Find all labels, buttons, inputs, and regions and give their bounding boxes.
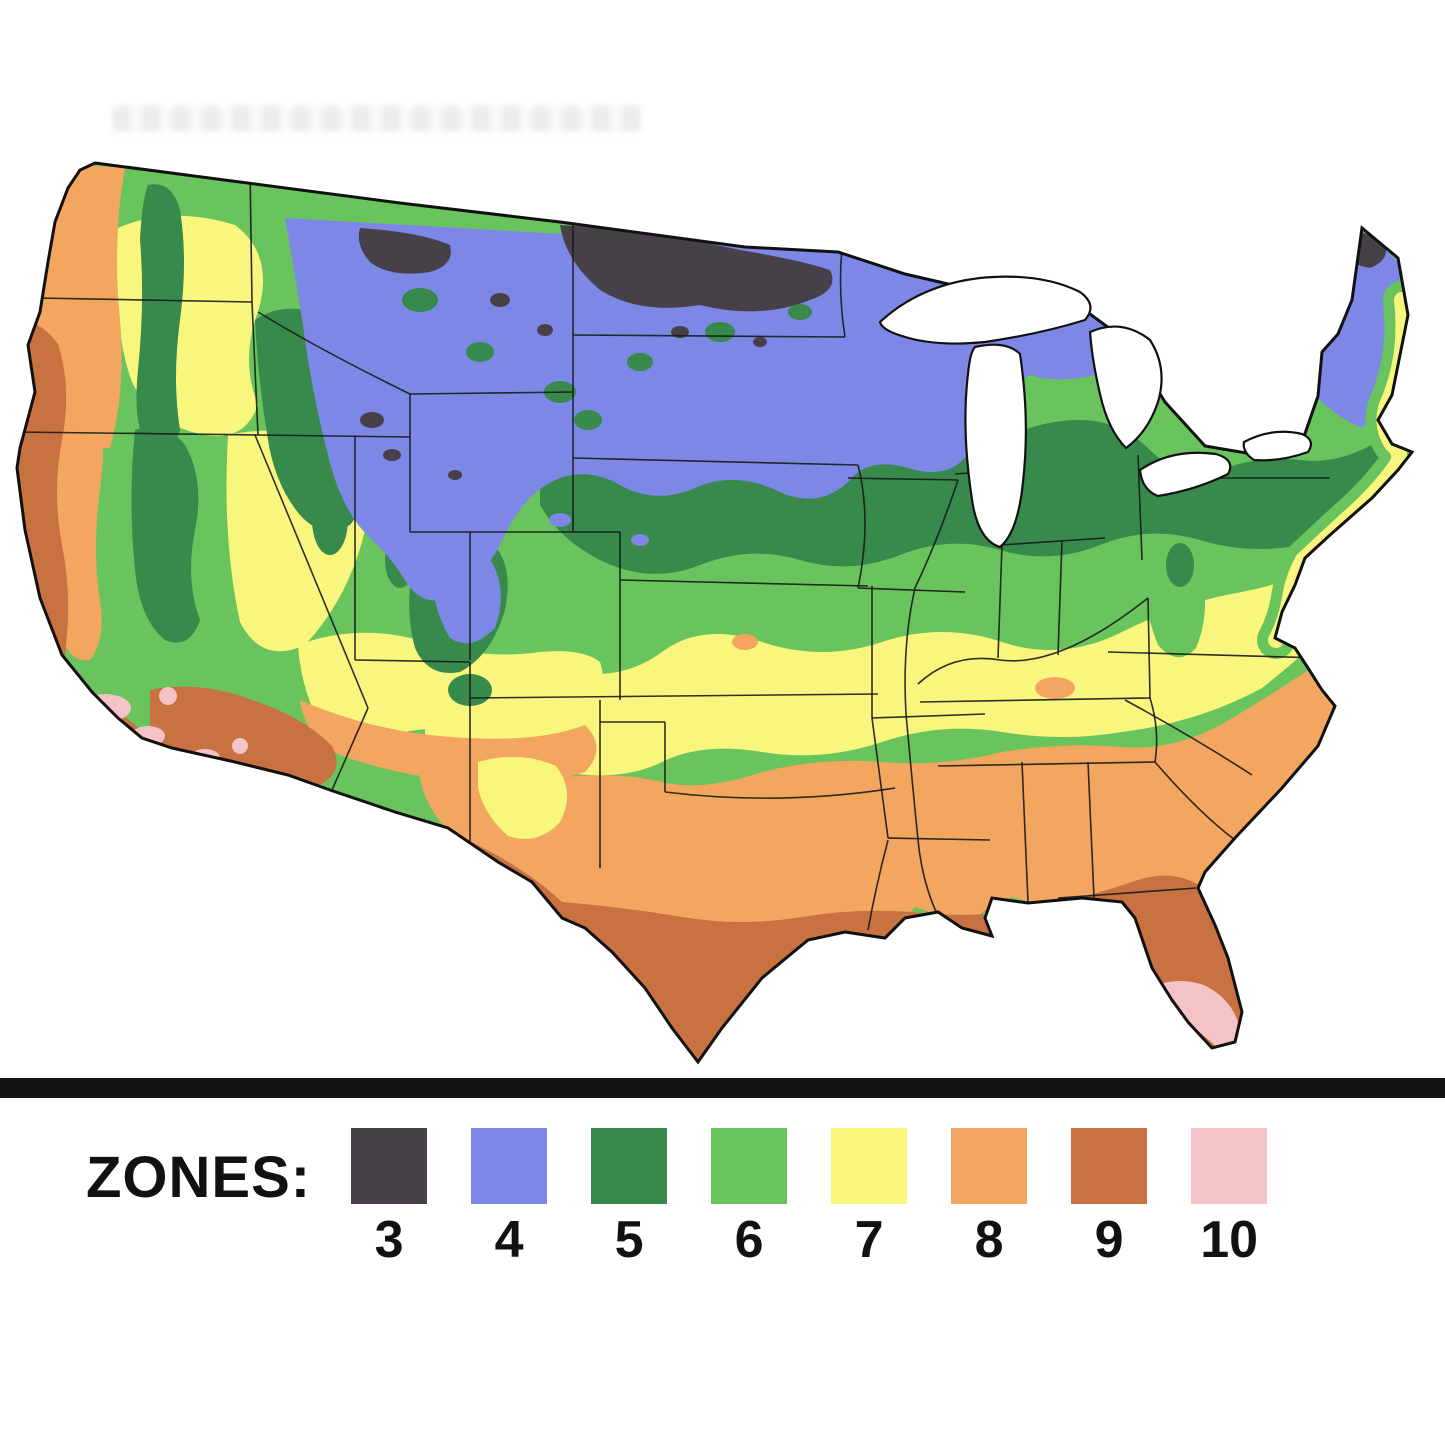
legend-zone-number-9: 9 xyxy=(1094,1211,1124,1269)
us-hardiness-map xyxy=(15,161,1415,1065)
great-lakes xyxy=(878,275,1312,549)
divider-bar xyxy=(0,1078,1445,1098)
lake-huron xyxy=(1088,325,1163,450)
legend: ZONES: 3 4 5 6 7 8 9 10 xyxy=(0,1128,1445,1266)
legend-zone-number-7: 7 xyxy=(854,1211,884,1269)
legend-swatch-zone-6 xyxy=(711,1128,788,1204)
state-borders xyxy=(17,167,1330,931)
legend-swatch-zone-4 xyxy=(471,1128,548,1204)
legend-zone-number-10: 10 xyxy=(1200,1211,1259,1269)
legend-items: 3 4 5 6 7 8 9 10 xyxy=(351,1128,1268,1269)
legend-zone-number-6: 6 xyxy=(734,1211,764,1269)
us-outline xyxy=(15,161,1415,1065)
lake-superior xyxy=(878,275,1092,345)
legend-item-zone-4: 4 xyxy=(471,1128,548,1269)
legend-item-zone-9: 9 xyxy=(1071,1128,1148,1269)
legend-item-zone-8: 8 xyxy=(951,1128,1028,1269)
legend-item-zone-5: 5 xyxy=(591,1128,668,1269)
legend-swatch-zone-10 xyxy=(1191,1128,1268,1204)
legend-swatch-zone-3 xyxy=(351,1128,428,1204)
legend-zone-number-8: 8 xyxy=(974,1211,1004,1269)
zone-5-speckles xyxy=(402,288,812,430)
legend-item-zone-6: 6 xyxy=(711,1128,788,1269)
legend-item-zone-7: 7 xyxy=(831,1128,908,1269)
legend-title: ZONES: xyxy=(86,1145,312,1210)
lake-erie xyxy=(1138,451,1232,498)
legend-item-zone-10: 10 xyxy=(1191,1128,1268,1269)
legend-swatch-zone-5 xyxy=(591,1128,668,1204)
west-texas-yellow-patch xyxy=(478,756,568,839)
lake-michigan xyxy=(964,343,1027,549)
legend-zone-number-4: 4 xyxy=(494,1211,524,1269)
legend-zone-number-5: 5 xyxy=(614,1211,644,1269)
faded-watermark xyxy=(112,106,642,132)
legend-zone-number-3: 3 xyxy=(374,1211,404,1269)
lake-ontario xyxy=(1242,430,1312,462)
legend-swatch-zone-7 xyxy=(831,1128,908,1204)
legend-swatch-zone-9 xyxy=(1071,1128,1148,1204)
legend-item-zone-3: 3 xyxy=(351,1128,428,1269)
legend-swatch-zone-8 xyxy=(951,1128,1028,1204)
